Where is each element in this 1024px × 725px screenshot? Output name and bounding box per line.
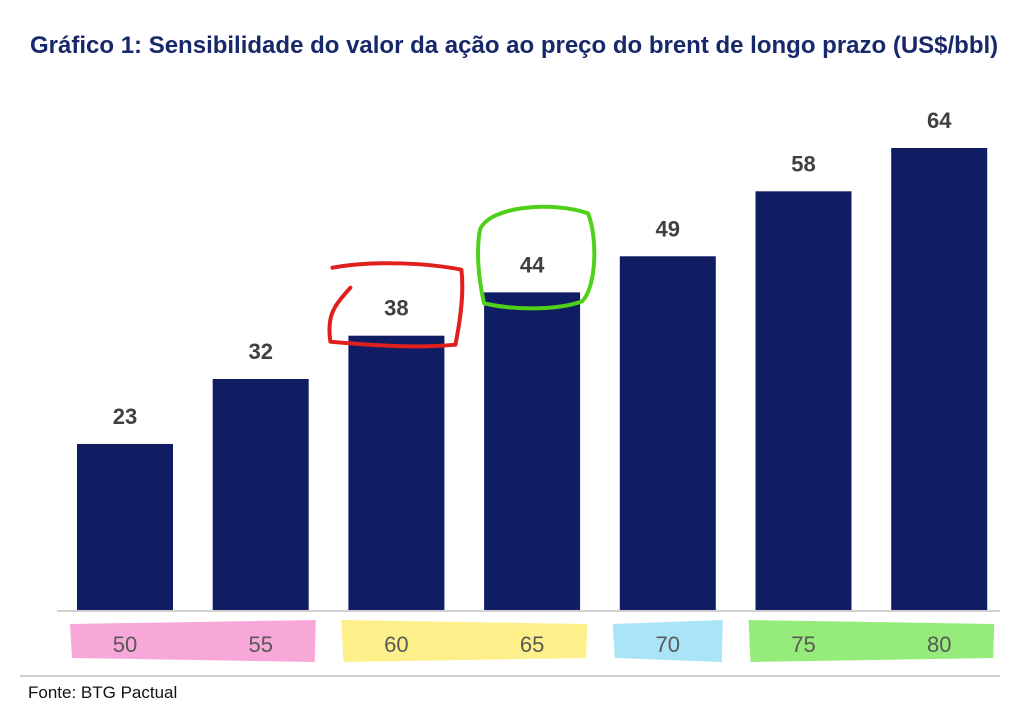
bars — [77, 148, 988, 610]
bar-80 — [891, 148, 988, 610]
value-label-65: 44 — [520, 252, 545, 277]
bar-65 — [484, 292, 581, 610]
x-tick-labels: 50 55 60 65 70 75 80 — [113, 632, 952, 657]
red-annotation-stroke-38 — [327, 261, 465, 349]
red-annotation-box — [327, 261, 465, 349]
x-tick-label-60: 60 — [384, 632, 408, 657]
bar-55 — [212, 379, 309, 610]
value-label-60: 38 — [384, 296, 408, 321]
x-tick-label-65: 65 — [520, 632, 544, 657]
value-label-80: 64 — [927, 108, 952, 133]
green-annotation-box — [476, 204, 597, 311]
x-tick-label-55: 55 — [248, 632, 272, 657]
bar-75 — [755, 191, 852, 610]
bar-60 — [348, 335, 445, 610]
value-label-55: 32 — [248, 339, 272, 364]
category-highlight-50-55 — [70, 620, 316, 662]
x-tick-label-70: 70 — [656, 632, 680, 657]
value-label-75: 58 — [791, 151, 815, 176]
x-tick-label-50: 50 — [113, 632, 137, 657]
category-highlight-75-80 — [748, 620, 995, 662]
value-labels: 23 32 38 44 49 58 64 — [113, 108, 952, 429]
category-highlight-70 — [612, 620, 723, 662]
bar-50 — [77, 443, 173, 610]
source-note: Fonte: BTG Pactual — [28, 683, 178, 702]
x-tick-label-80: 80 — [927, 632, 951, 657]
green-annotation-stroke-44 — [476, 204, 597, 311]
category-highlight-60-65 — [341, 620, 588, 662]
category-highlights — [70, 620, 995, 662]
x-tick-label-75: 75 — [791, 632, 815, 657]
value-label-50: 23 — [113, 404, 137, 429]
chart-title: Gráfico 1: Sensibilidade do valor da açã… — [30, 32, 999, 59]
bar-70 — [619, 256, 716, 610]
value-label-70: 49 — [656, 216, 680, 241]
